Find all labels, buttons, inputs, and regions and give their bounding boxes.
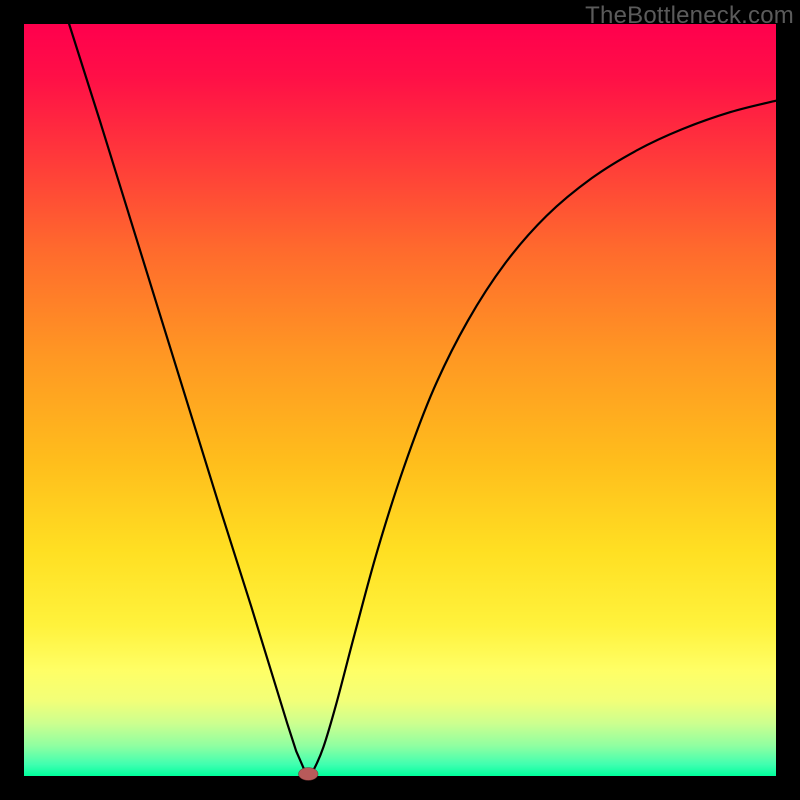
bottleneck-chart: TheBottleneck.com [0,0,800,800]
min-marker [298,768,318,781]
watermark-text: TheBottleneck.com [585,2,794,30]
chart-svg [0,0,800,800]
